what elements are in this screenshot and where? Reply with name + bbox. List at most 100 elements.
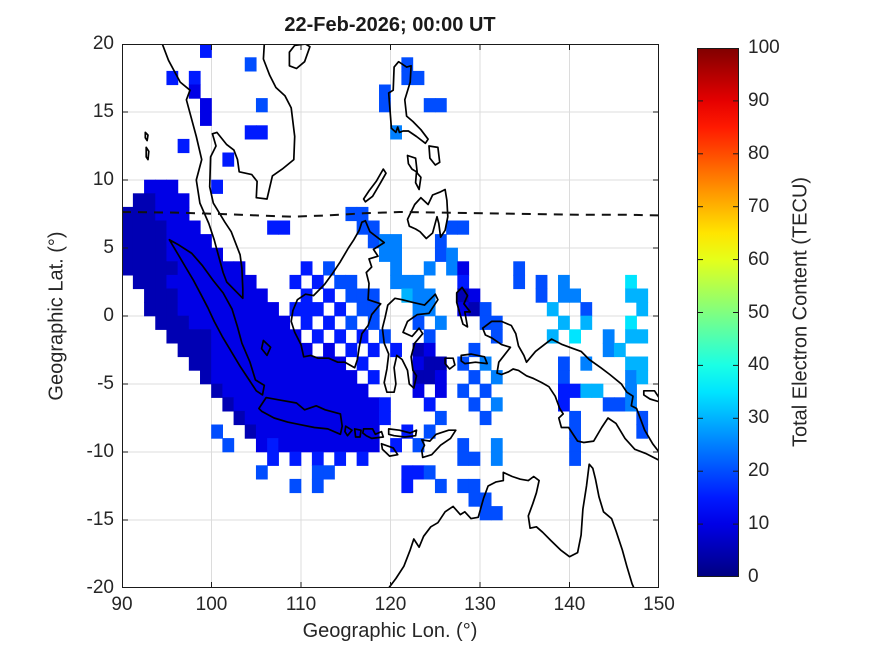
tec-cell bbox=[334, 370, 347, 385]
tec-cell bbox=[457, 274, 470, 290]
y-tick-label: 10 bbox=[92, 169, 114, 190]
tec-cell bbox=[155, 274, 168, 290]
tec-cell bbox=[367, 315, 380, 330]
tec-cell bbox=[490, 438, 503, 453]
coastline-new_britain bbox=[642, 389, 659, 403]
tec-cell bbox=[300, 424, 313, 439]
tec-cell bbox=[222, 356, 235, 371]
tec-cell bbox=[211, 274, 223, 290]
tec-cell bbox=[222, 329, 235, 344]
tec-cell bbox=[166, 302, 179, 317]
tec-cell bbox=[580, 302, 593, 317]
tec-cell bbox=[636, 329, 649, 344]
coastline-hainan bbox=[288, 44, 311, 70]
tec-cell bbox=[446, 261, 458, 276]
tec-cell bbox=[311, 438, 324, 453]
tec-cell bbox=[244, 397, 257, 412]
tec-cell bbox=[457, 288, 470, 303]
tec-cell bbox=[289, 424, 302, 439]
tec-cell bbox=[423, 98, 436, 113]
tec-cell bbox=[188, 342, 201, 358]
tec-cell bbox=[200, 111, 212, 126]
x-tick-label: 150 bbox=[643, 594, 675, 615]
tec-cell bbox=[334, 329, 347, 344]
tec-cell bbox=[267, 302, 279, 317]
tec-cell bbox=[323, 424, 335, 439]
tec-cell bbox=[356, 356, 369, 371]
y-tick-label: 20 bbox=[92, 33, 114, 54]
tec-cell bbox=[233, 315, 246, 330]
tec-cell bbox=[468, 302, 481, 317]
tec-cell bbox=[122, 247, 134, 262]
colorbar-tick-label: 0 bbox=[748, 566, 759, 587]
tec-cell bbox=[558, 356, 570, 371]
tec-cell bbox=[211, 247, 223, 262]
tec-cell bbox=[267, 329, 279, 344]
tec-cell bbox=[278, 410, 291, 426]
tec-cell bbox=[233, 261, 246, 276]
tec-cell bbox=[267, 383, 279, 398]
tec-cell bbox=[636, 410, 649, 426]
tec-cell bbox=[423, 465, 436, 480]
tec-cell bbox=[479, 506, 492, 521]
tec-cell bbox=[244, 424, 257, 439]
tec-cell bbox=[558, 288, 570, 303]
tec-cell bbox=[255, 329, 268, 344]
coastline-halmahera bbox=[455, 286, 472, 328]
tec-cell bbox=[401, 465, 414, 480]
coastline-andaman2 bbox=[145, 146, 150, 161]
tec-cell bbox=[188, 288, 201, 303]
tec-cell bbox=[132, 206, 145, 222]
tec-cell bbox=[412, 288, 425, 303]
tec-cell bbox=[468, 370, 481, 385]
tec-cell bbox=[177, 261, 190, 276]
tec-cell bbox=[211, 329, 223, 344]
tec-cell bbox=[267, 342, 279, 358]
tec-cell bbox=[267, 438, 279, 453]
tec-cell bbox=[334, 451, 347, 466]
tec-cell bbox=[255, 288, 268, 303]
tec-cell bbox=[468, 451, 481, 466]
tec-cell bbox=[434, 98, 447, 113]
coastline-luzon bbox=[387, 60, 429, 145]
tec-cell bbox=[267, 356, 279, 371]
tec-cell bbox=[323, 465, 335, 480]
tec-cell bbox=[580, 315, 593, 330]
colorbar-tick-label: 50 bbox=[748, 301, 770, 323]
tec-cell bbox=[412, 342, 425, 358]
tec-cell bbox=[356, 383, 369, 398]
tec-cell bbox=[323, 315, 335, 330]
tec-cell bbox=[356, 329, 369, 344]
tec-cell bbox=[200, 44, 212, 58]
tec-cell bbox=[379, 247, 391, 262]
tec-cell bbox=[323, 261, 335, 276]
tec-cell bbox=[423, 302, 436, 317]
tec-cell bbox=[569, 424, 581, 439]
tec-cell bbox=[132, 261, 145, 276]
tec-cell bbox=[144, 274, 156, 290]
tec-cell bbox=[356, 397, 369, 412]
coastline-andaman1 bbox=[144, 131, 149, 142]
tec-cell bbox=[289, 356, 302, 371]
tec-cell bbox=[311, 410, 324, 426]
tec-cell bbox=[625, 356, 637, 371]
tec-cell bbox=[244, 342, 257, 358]
chart-title: 22-Feb-2026; 00:00 UT bbox=[284, 14, 496, 36]
tec-cell bbox=[345, 342, 358, 358]
tec-cell bbox=[233, 397, 246, 412]
tec-cell bbox=[278, 356, 291, 371]
tec-cell bbox=[367, 234, 380, 249]
tec-cell bbox=[289, 438, 302, 453]
tec-cell bbox=[311, 329, 324, 344]
tec-cell bbox=[602, 342, 615, 358]
tec-cell bbox=[233, 342, 246, 358]
tec-cell bbox=[177, 274, 190, 290]
tec-cell bbox=[490, 315, 503, 330]
tec-cell bbox=[334, 383, 347, 398]
tec-cell bbox=[255, 410, 268, 426]
tec-cell bbox=[367, 410, 380, 426]
colorbar-tick-label: 10 bbox=[748, 513, 770, 535]
tec-cell bbox=[255, 465, 268, 480]
tec-cell bbox=[457, 302, 470, 317]
tec-cell bbox=[278, 315, 291, 330]
